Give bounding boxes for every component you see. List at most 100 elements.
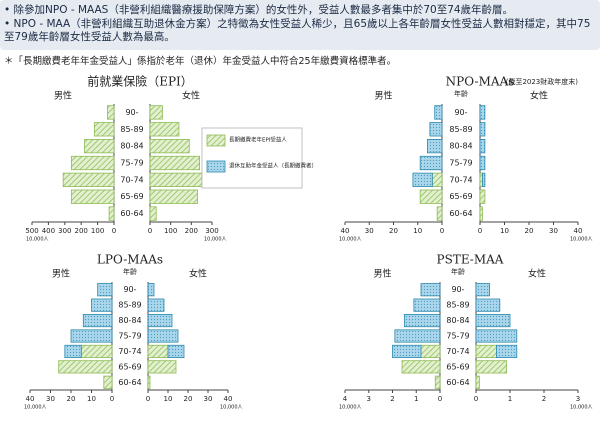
- age-label: 90-: [123, 285, 136, 294]
- female-bar: [147, 344, 169, 358]
- x-tick-label: 40: [341, 227, 350, 235]
- age-label: 85-89: [118, 301, 141, 310]
- male-bar: [103, 375, 113, 389]
- x-tick-label: 4: [343, 395, 348, 403]
- age-label: 90-: [125, 108, 138, 117]
- female-bar: [147, 329, 179, 343]
- female-bar: [147, 298, 165, 312]
- male-bar: [70, 155, 115, 171]
- chart-title: LPO-MAAs: [97, 253, 163, 267]
- unit-label: 10,000人: [570, 405, 593, 411]
- age-label: 70-74: [120, 175, 143, 184]
- male-bar: [70, 189, 115, 204]
- female-bar: [475, 283, 491, 297]
- x-tick-label: 30: [549, 227, 558, 235]
- bullet: • 除參加NPO - MAAS（非營利組織醫療援助保障方案）的女性外，受益人數最…: [4, 4, 514, 16]
- female-bar: [479, 189, 486, 204]
- x-tick-label: 10: [413, 227, 422, 235]
- male-label: 男性: [373, 268, 391, 280]
- male-bar: [429, 122, 443, 137]
- x-tick-label: 300: [58, 227, 71, 235]
- unit-label: 10,000人: [220, 405, 243, 411]
- age-label: 90-: [454, 108, 467, 117]
- x-tick-label: 3: [367, 395, 371, 403]
- chart-title: 前就業保險（EPI）: [87, 74, 193, 89]
- female-bar: [149, 122, 180, 137]
- x-tick-label: 30: [204, 395, 213, 403]
- unit-label: 10,000人: [24, 405, 47, 411]
- age-label: 80-84: [118, 316, 141, 325]
- female-bar: [495, 344, 518, 358]
- female-bar: [475, 329, 518, 343]
- male-bar: [419, 189, 443, 204]
- age-header: 年齡: [123, 267, 137, 276]
- male-bar: [107, 105, 115, 120]
- female-bar: [149, 172, 207, 188]
- x-tick-label: 1: [508, 395, 512, 403]
- age-label: 75-79: [118, 332, 141, 341]
- male-bar: [419, 155, 443, 171]
- age-label: 80-84: [120, 142, 143, 151]
- bullet-text: NPO - MAA（非營利組織互助退休金方案）之特徵為女性受益人稀少，且65歲以…: [4, 18, 591, 43]
- female-bar: [475, 298, 501, 312]
- male-bar: [91, 298, 113, 312]
- female-bar: [475, 344, 497, 358]
- male-bar: [401, 360, 441, 374]
- x-tick-label: 0: [110, 395, 114, 403]
- chart-title: NPO-MAAs: [446, 75, 515, 89]
- legend-swatch: [206, 160, 226, 173]
- x-tick-label: 20: [525, 227, 534, 235]
- bullet-text: 除參加NPO - MAAS（非營利組織醫療援助保障方案）的女性外，受益人數最多者…: [13, 4, 514, 16]
- female-label: 女性: [189, 268, 207, 280]
- x-tick-label: 30: [46, 395, 55, 403]
- x-tick-label: 40: [574, 227, 583, 235]
- age-label: 85-89: [449, 125, 472, 134]
- x-tick-label: 200: [185, 227, 198, 235]
- female-bar: [479, 105, 486, 120]
- age-label: 70-74: [446, 347, 469, 356]
- age-label: 70-74: [118, 347, 141, 356]
- female-bar: [149, 105, 163, 120]
- male-bar: [84, 138, 115, 154]
- age-header: 年齡: [451, 267, 465, 276]
- age-label: 65-69: [118, 362, 141, 371]
- age-label: 90-: [451, 285, 464, 294]
- x-tick-label: 300: [205, 227, 218, 235]
- male-bar: [97, 283, 113, 297]
- female-bar: [475, 360, 508, 374]
- age-label: 60-64: [120, 209, 143, 218]
- female-bar: [147, 375, 151, 389]
- female-label: 女性: [528, 268, 546, 280]
- footnote: ＊「長期繳費老年年金受益人」係指於老年（退休）年金受益人中符合25年繳費資格標準…: [4, 56, 397, 67]
- female-bar: [149, 206, 157, 221]
- x-tick-label: 20: [184, 395, 193, 403]
- female-bar: [149, 138, 190, 154]
- male-bar: [82, 313, 113, 328]
- age-label: 80-84: [449, 142, 472, 151]
- male-bar: [412, 172, 433, 188]
- x-tick-label: 30: [365, 227, 374, 235]
- age-label: 65-69: [120, 192, 143, 201]
- female-bar: [147, 313, 173, 328]
- legend-label: 長期繳費老年EPI受益人: [229, 136, 287, 144]
- x-tick-label: 0: [112, 227, 116, 235]
- age-label: 80-84: [446, 316, 469, 325]
- female-label: 女性: [182, 90, 200, 102]
- male-label: 男性: [54, 90, 72, 102]
- male-bar: [420, 344, 441, 358]
- x-tick-label: 2: [542, 395, 546, 403]
- unit-label: 10,000人: [339, 405, 362, 411]
- male-bar: [80, 344, 113, 358]
- x-tick-label: 0: [148, 227, 152, 235]
- female-bar: [149, 189, 198, 204]
- chart-title: PSTE-MAA: [437, 253, 504, 267]
- female-bar: [149, 155, 200, 171]
- male-bar: [64, 344, 82, 358]
- male-bar: [436, 206, 443, 221]
- age-label: 85-89: [446, 301, 469, 310]
- x-tick-label: 0: [440, 227, 444, 235]
- female-bar: [147, 360, 177, 374]
- x-tick-label: 10: [87, 395, 96, 403]
- female-bar: [147, 283, 155, 297]
